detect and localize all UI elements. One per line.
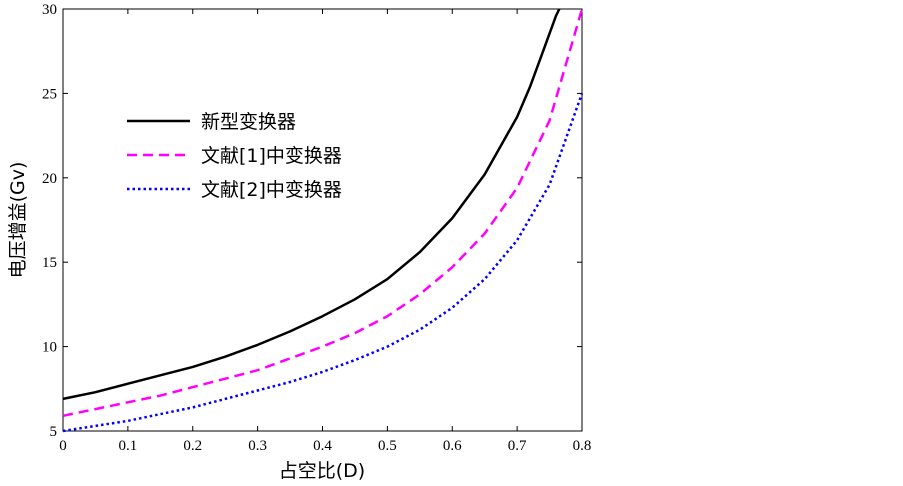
y-tick-label: 20 (42, 171, 57, 187)
y-tick-label: 5 (50, 424, 58, 440)
legend-label-2: 文献[1]中变换器 (201, 145, 342, 167)
x-tick-label: 0.4 (313, 438, 332, 454)
legend-label-1: 新型变换器 (201, 111, 296, 133)
x-tick-labels: 0 0.1 0.2 0.3 0.4 0.5 0.6 0.7 0.8 (59, 438, 591, 454)
y-axis-title: 电压增益(Gv) (7, 162, 29, 279)
x-tick-label: 0.8 (573, 438, 592, 454)
y-tick-label: 15 (42, 255, 57, 271)
series-line-1 (62, 8, 561, 401)
x-tick-label: 0.1 (119, 438, 138, 454)
x-tick-label: 0.6 (443, 438, 462, 454)
x-tick-label: 0.3 (248, 438, 267, 454)
y-tick-label: 10 (42, 340, 57, 356)
x-axis-title: 占空比(D) (279, 460, 365, 482)
y-tick-label: 30 (42, 2, 57, 18)
legend-label-3: 文献[2]中变换器 (201, 179, 342, 201)
y-tick-label: 25 (42, 86, 57, 102)
x-tick-label: 0 (59, 438, 67, 454)
series-layer (62, 8, 584, 433)
x-tick-label: 0.7 (508, 438, 527, 454)
x-tick-label: 0.5 (378, 438, 397, 454)
y-tick-labels: 5 10 15 20 25 30 (42, 2, 57, 440)
x-tick-label: 0.2 (183, 438, 202, 454)
series-line-2 (62, 8, 584, 418)
series-line-3 (62, 92, 584, 433)
plot-area (62, 8, 583, 432)
